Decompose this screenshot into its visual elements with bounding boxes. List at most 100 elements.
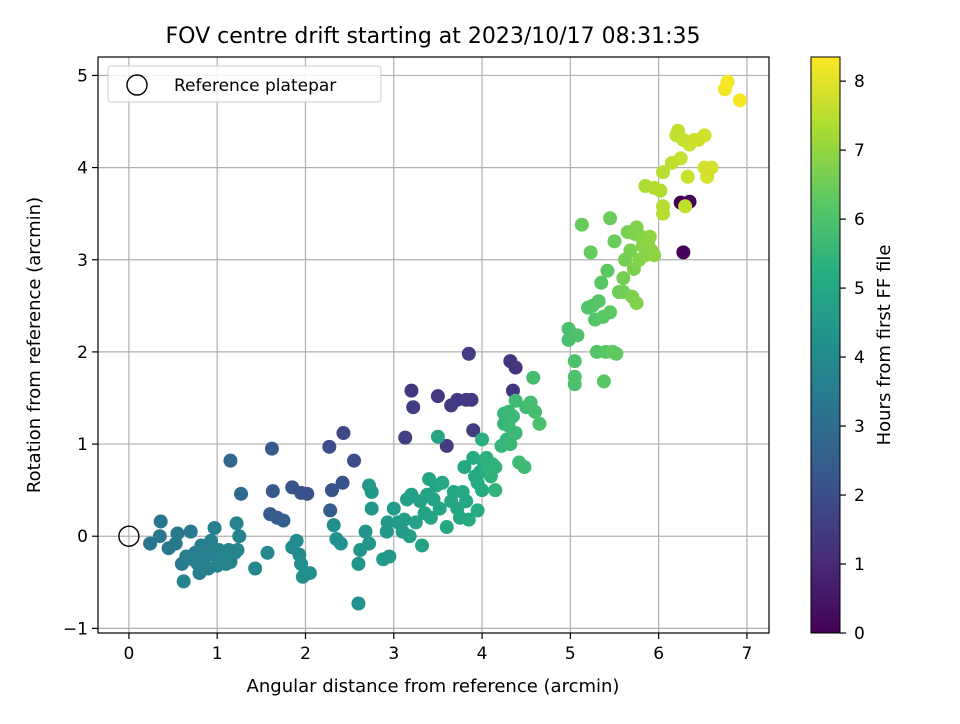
legend-label: Reference platepar [174,76,336,96]
colorbar-tick-label: 3 [854,417,865,437]
data-point [583,245,598,260]
data-point [461,346,476,361]
data-point [185,552,200,567]
data-point [404,383,419,398]
data-point [276,513,291,528]
data-point [439,438,454,453]
data-point [704,160,719,175]
data-point [323,503,338,518]
data-point [386,501,401,516]
data-point [364,484,379,499]
data-point [508,426,523,441]
data-point [629,296,644,311]
data-point [423,510,438,525]
data-point [505,409,520,424]
data-point [302,566,317,581]
data-points [118,74,747,611]
data-point [430,389,445,404]
x-tick-label: 1 [212,644,223,664]
data-point [600,263,615,278]
data-point [322,439,337,454]
data-point [526,370,541,385]
legend-marker [126,74,148,96]
data-point [591,294,606,309]
data-point [397,512,412,527]
colorbar-ticks: 0 1 2 3 4 5 6 7 8 [840,72,865,644]
colorbar-tick-label: 2 [854,486,865,506]
data-point [488,460,503,475]
data-point [265,484,280,499]
data-point [457,460,472,475]
data-point [532,416,547,431]
data-point [517,460,532,475]
colorbar-tick-label: 5 [854,279,865,299]
data-point [720,74,735,89]
data-point [336,426,351,441]
data-point [204,533,219,548]
data-point [364,501,379,516]
data-point [229,516,244,531]
data-point [616,271,631,286]
x-tick-label: 7 [742,644,753,664]
data-point [680,169,695,184]
data-point [475,483,490,498]
data-point [153,514,168,529]
data-point [333,536,348,551]
y-axis-label: Rotation from reference (arcmin) [24,197,45,493]
data-point [461,512,476,527]
data-point [351,556,366,571]
data-point [574,217,589,232]
data-point [656,165,671,180]
data-point [207,520,222,535]
x-tick-label: 3 [388,644,399,664]
y-tick-label: 2 [77,343,88,363]
colorbar-tick-label: 0 [854,624,865,644]
legend-box [107,65,382,103]
data-point [402,529,417,544]
data-point [294,556,309,571]
data-point [351,596,366,611]
data-point [503,437,518,452]
data-point [475,432,490,447]
data-point [408,515,423,530]
data-point [196,545,211,560]
data-point [567,369,582,384]
data-point [335,475,350,490]
data-point [466,423,481,438]
data-point [362,536,377,551]
data-point [470,503,485,518]
data-point [324,483,339,498]
data-point [567,354,582,369]
y-tick-label: 1 [77,435,88,455]
y-tick-label: 5 [77,66,88,86]
data-point [358,524,373,539]
data-point [176,574,191,589]
data-point [289,533,304,548]
data-point [653,183,668,198]
data-point [508,360,523,375]
data-point [260,545,275,560]
data-point [732,93,747,108]
data-point [528,404,543,419]
data-point [380,515,395,530]
data-point [594,275,609,290]
x-axis-label: Angular distance from reference (arcmin) [247,676,620,697]
data-point [609,346,624,361]
colorbar-label: Hours from first FF file [874,245,895,446]
data-point [488,483,503,498]
data-point [466,450,481,465]
data-point [647,248,662,263]
y-tick-label: −1 [63,619,88,639]
data-point [603,211,618,226]
data-point [673,151,688,166]
x-tick-label: 0 [123,644,134,664]
x-tick-label: 2 [300,644,311,664]
colorbar: 0 1 2 3 4 5 6 7 8 Hours from first FF file [810,56,895,644]
data-point [232,529,247,544]
data-point [435,475,450,490]
chart-title: FOV centre drift starting at 2023/10/17 … [166,24,701,49]
data-point [234,486,249,501]
y-axis: −1 0 1 2 3 4 5 [63,66,98,639]
legend: Reference platepar [107,65,382,103]
